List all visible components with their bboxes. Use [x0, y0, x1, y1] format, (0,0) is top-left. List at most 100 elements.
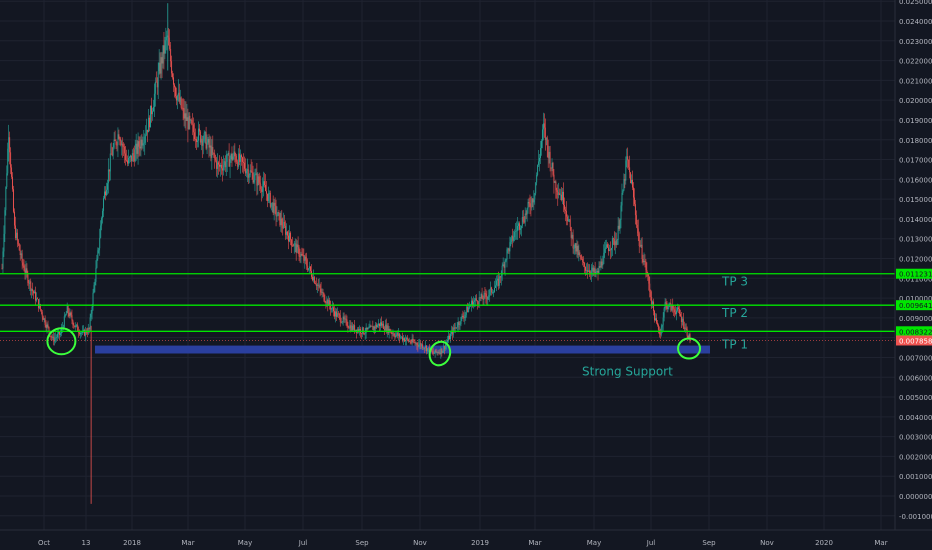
candle-body	[352, 325, 354, 330]
candle-body	[326, 299, 328, 304]
candle-body	[13, 189, 14, 212]
candle-body	[79, 332, 81, 335]
candle-body	[289, 232, 290, 242]
candle-body	[609, 249, 610, 251]
candle-body	[640, 244, 642, 247]
candle-body	[541, 129, 543, 141]
last-price-tag-text: 0.007858	[899, 337, 932, 345]
candle-body	[587, 270, 588, 272]
candle-body	[411, 338, 413, 343]
candle-body	[533, 199, 535, 203]
candle-body	[337, 313, 339, 314]
candle-body	[659, 333, 661, 335]
candle-body	[77, 324, 79, 331]
candle-body	[242, 157, 243, 162]
candle-body	[36, 298, 37, 301]
y-tick-label: 0.017000	[899, 157, 932, 165]
candle-body	[232, 156, 234, 161]
candle-body	[328, 300, 330, 306]
candle-body	[556, 190, 558, 192]
candle-body	[630, 172, 632, 184]
candle-body	[570, 227, 572, 238]
candle-body	[631, 179, 632, 184]
candle-body	[134, 149, 136, 162]
candle-body	[299, 256, 301, 258]
candle-body	[325, 302, 327, 304]
candle-body	[260, 184, 262, 190]
candle-body	[612, 238, 614, 239]
candle-body	[110, 153, 112, 155]
candle-body	[590, 270, 592, 275]
candle-body	[678, 307, 679, 310]
candle-body	[289, 232, 291, 240]
candle-body	[195, 139, 197, 140]
candle-body	[313, 277, 315, 284]
candle-body	[305, 256, 307, 260]
candle-body	[497, 278, 499, 286]
candle-body	[649, 283, 651, 292]
candle-body	[341, 321, 343, 323]
candle-body	[466, 306, 468, 313]
candle-body	[672, 304, 674, 309]
candle-body	[98, 248, 100, 251]
candle-body	[206, 142, 208, 149]
candle-body	[105, 189, 107, 196]
candle-body	[681, 318, 683, 322]
candle-body	[495, 285, 496, 288]
candle-body	[374, 326, 376, 329]
candle-body	[491, 287, 493, 293]
candle-body	[324, 300, 326, 303]
highlight-circle	[677, 337, 702, 360]
candle-body	[632, 179, 633, 188]
candle-body	[135, 143, 137, 150]
level-price-tag	[896, 326, 932, 337]
candle-body	[152, 106, 154, 112]
x-tick-label: Jul	[298, 539, 308, 547]
candle-body	[507, 248, 509, 250]
candle-body	[623, 179, 625, 191]
candle-body	[654, 311, 655, 321]
candle-body	[420, 343, 422, 347]
candle-body	[494, 287, 495, 293]
candle-body	[100, 225, 102, 238]
candle-body	[613, 238, 615, 246]
candle-body	[282, 225, 284, 229]
candle-body	[81, 332, 82, 334]
candle-body	[235, 155, 237, 162]
candle-body	[205, 132, 207, 149]
candle-body	[38, 304, 40, 309]
candle-body	[360, 333, 362, 334]
candle-body	[593, 268, 595, 272]
candle-body	[423, 347, 425, 349]
candle-body	[592, 267, 594, 272]
candle-body	[316, 284, 318, 286]
candle-body	[277, 212, 279, 216]
candle-body	[687, 335, 689, 339]
candle-body	[518, 223, 520, 230]
candle-body	[193, 124, 195, 133]
candle-body	[159, 62, 161, 74]
y-tick-label: 0.006000	[899, 374, 932, 382]
candle-body	[24, 270, 26, 273]
candle-body	[121, 143, 123, 146]
candle-body	[536, 174, 538, 183]
candle-body	[17, 240, 19, 244]
candle-body	[266, 193, 268, 201]
candle-body	[177, 92, 179, 96]
candle-body	[577, 245, 579, 256]
y-tick-label: 0.002000	[899, 453, 932, 461]
candle-body	[160, 57, 162, 74]
candle-body	[268, 192, 270, 194]
candle-body	[679, 309, 680, 314]
candle-body	[524, 213, 526, 223]
candle-body	[33, 291, 35, 294]
candle-body	[401, 336, 403, 338]
candle-body	[274, 202, 276, 206]
candle-body	[529, 203, 531, 207]
candle-body	[633, 197, 635, 205]
candle-body	[142, 143, 144, 146]
candle-body	[475, 298, 477, 301]
candle-body	[674, 309, 676, 313]
candle-body	[508, 248, 510, 252]
candle-body	[583, 261, 585, 264]
